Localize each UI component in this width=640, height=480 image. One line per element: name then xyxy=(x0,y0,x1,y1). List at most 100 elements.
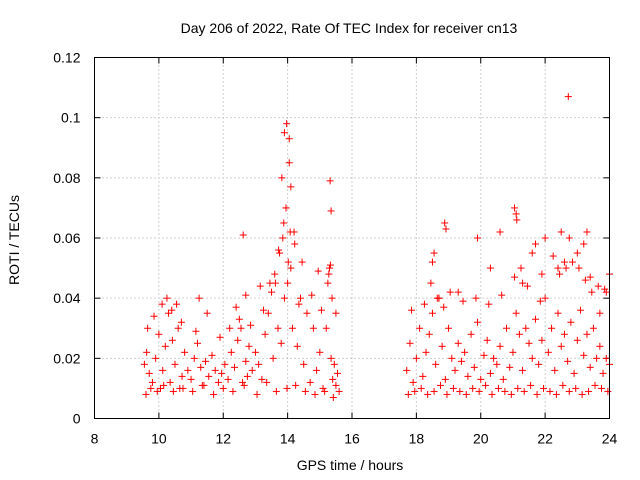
data-point xyxy=(210,390,218,398)
data-point xyxy=(203,309,211,317)
data-point xyxy=(604,387,612,395)
data-point xyxy=(441,375,449,383)
data-point xyxy=(313,366,321,374)
data-point xyxy=(519,366,527,374)
data-point xyxy=(472,294,480,302)
data-point xyxy=(490,354,498,362)
data-point xyxy=(335,387,343,395)
data-point xyxy=(251,348,259,356)
data-point xyxy=(580,240,588,248)
data-point xyxy=(475,387,483,395)
data-point xyxy=(583,228,591,236)
data-point xyxy=(328,294,336,302)
data-point xyxy=(214,378,222,386)
data-point xyxy=(552,390,560,398)
data-point xyxy=(430,387,438,395)
data-point xyxy=(322,324,330,332)
data-point xyxy=(498,291,506,299)
data-point xyxy=(190,354,198,362)
data-point xyxy=(470,363,478,371)
data-point xyxy=(441,219,449,227)
data-point xyxy=(520,387,528,395)
data-point xyxy=(142,390,150,398)
y-tick-label: 0.02 xyxy=(53,350,80,366)
data-point xyxy=(184,366,192,374)
data-point xyxy=(432,360,440,368)
data-point xyxy=(166,378,174,386)
data-point xyxy=(597,384,605,392)
data-point xyxy=(282,204,290,212)
data-point xyxy=(247,321,255,329)
data-point xyxy=(168,336,176,344)
data-point xyxy=(271,270,279,278)
data-point xyxy=(171,360,179,368)
data-point xyxy=(165,309,173,317)
data-point xyxy=(161,342,169,350)
data-point xyxy=(482,381,490,389)
data-point xyxy=(509,348,517,356)
data-point xyxy=(427,279,435,287)
data-point xyxy=(546,387,554,395)
data-point xyxy=(512,309,520,317)
data-point xyxy=(279,234,287,242)
data-point xyxy=(480,351,488,359)
data-point xyxy=(283,120,291,128)
data-point xyxy=(588,288,596,296)
data-point xyxy=(287,264,295,272)
data-point xyxy=(541,234,549,242)
data-point xyxy=(581,276,589,284)
data-point xyxy=(583,330,591,338)
data-point xyxy=(280,219,288,227)
data-point xyxy=(404,390,412,398)
data-point xyxy=(155,330,163,338)
data-point xyxy=(298,258,306,266)
data-point xyxy=(591,381,599,389)
data-point xyxy=(327,354,335,362)
data-point xyxy=(324,279,332,287)
data-point xyxy=(445,324,453,332)
data-point xyxy=(284,258,292,266)
data-point xyxy=(551,366,559,374)
data-point xyxy=(442,225,450,233)
data-point xyxy=(535,360,543,368)
data-point xyxy=(512,210,520,218)
chart-title: Day 206 of 2022, Rate Of TEC Index for r… xyxy=(181,20,518,36)
data-point xyxy=(523,282,531,290)
data-point xyxy=(494,384,502,392)
data-point xyxy=(283,384,291,392)
data-point xyxy=(177,318,185,326)
data-point xyxy=(192,327,200,335)
data-point xyxy=(599,369,607,377)
data-point xyxy=(156,384,164,392)
y-axis-label: ROTI / TECUs xyxy=(6,195,22,285)
data-point xyxy=(564,93,572,101)
data-point xyxy=(499,375,507,383)
data-point xyxy=(437,381,445,389)
data-point xyxy=(263,378,271,386)
data-point xyxy=(557,342,565,350)
data-point xyxy=(412,354,420,362)
data-point xyxy=(443,390,451,398)
data-point xyxy=(309,324,317,332)
data-point xyxy=(474,234,482,242)
x-tick-label: 22 xyxy=(537,431,553,447)
data-point xyxy=(519,279,527,287)
data-point xyxy=(292,381,300,389)
data-point xyxy=(319,384,327,392)
data-point xyxy=(403,366,411,374)
x-tick-label: 8 xyxy=(91,431,99,447)
data-point xyxy=(268,288,276,296)
data-point xyxy=(525,339,533,347)
data-point xyxy=(255,360,263,368)
data-point xyxy=(420,300,428,308)
data-point xyxy=(147,384,155,392)
data-point xyxy=(218,369,226,377)
data-point xyxy=(286,228,294,236)
data-point xyxy=(264,309,272,317)
data-point xyxy=(564,357,572,365)
data-point xyxy=(438,342,446,350)
data-point xyxy=(317,306,325,314)
data-point xyxy=(544,348,552,356)
data-point xyxy=(485,300,493,308)
data-point xyxy=(189,387,197,395)
